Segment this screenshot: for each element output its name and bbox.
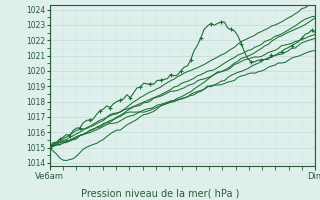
Text: Pression niveau de la mer( hPa ): Pression niveau de la mer( hPa ) (81, 188, 239, 198)
